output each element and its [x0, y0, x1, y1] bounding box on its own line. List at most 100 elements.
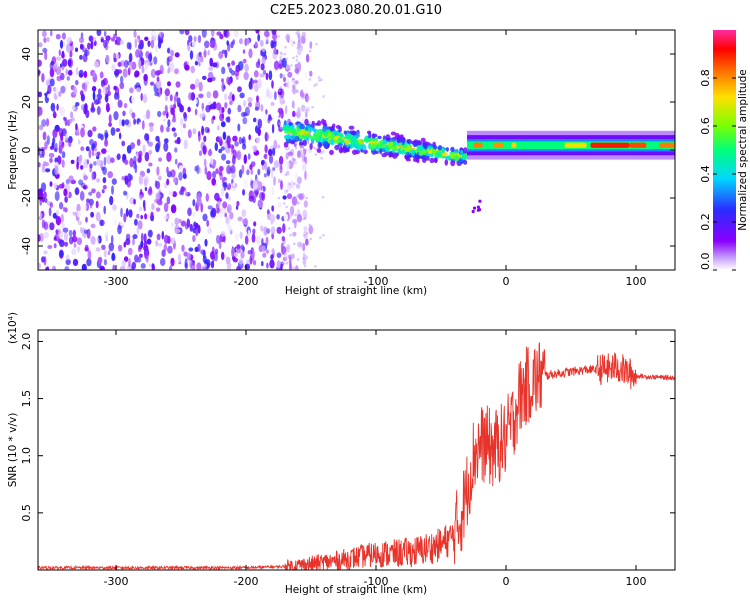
spectrogram-cell	[273, 60, 280, 70]
spectrogram-cell	[308, 49, 312, 53]
spectrogram-cell	[58, 49, 61, 56]
spectrogram-cell	[317, 141, 322, 149]
spectrogram-cell	[131, 112, 136, 119]
spectrogram-cell	[181, 244, 185, 252]
spectrogram-cell	[102, 85, 106, 94]
spectrogram-cell	[330, 138, 335, 146]
spectrogram-cell	[253, 70, 259, 78]
spectrogram-cell	[222, 182, 228, 188]
spectrogram-cell	[304, 118, 309, 126]
spectrogram-cell	[184, 30, 190, 36]
spectrogram-cell	[178, 253, 181, 262]
spectrogram-cell	[234, 141, 239, 147]
spectrogram-cell	[45, 168, 51, 173]
spectrogram-cell	[146, 109, 151, 120]
spectrogram-cell	[406, 154, 413, 158]
spectrogram-cell	[123, 241, 127, 248]
spectrogram-cell	[133, 198, 136, 205]
spectrogram-cell	[302, 259, 307, 265]
spectrogram-cell	[167, 119, 171, 128]
spectrogram-cell	[237, 86, 242, 93]
spectrogram-cell	[390, 131, 397, 136]
spectrogram-cell	[286, 193, 293, 200]
spectrogram-cell	[198, 132, 201, 142]
spectrogram-cell	[70, 111, 74, 119]
spectrogram-cell	[206, 170, 212, 181]
spectrogram-cell	[84, 49, 90, 57]
spectrogram-cell	[69, 50, 73, 58]
spectrogram-cell	[302, 84, 308, 94]
spectrogram-cell	[242, 143, 247, 150]
spectrogram-cell	[375, 151, 379, 154]
spectrogram-cell	[198, 51, 202, 58]
spectrogram-cell	[105, 54, 110, 64]
spectrogram-cell	[454, 155, 460, 162]
spectrogram-cell	[113, 85, 118, 91]
spectrogram-cell	[59, 39, 64, 49]
spectrogram-cell	[78, 37, 85, 43]
spectrogram-cell	[296, 201, 299, 204]
spectrogram-cell	[293, 182, 296, 186]
spectrogram-cell	[207, 71, 214, 79]
spectrogram-cell	[281, 236, 285, 242]
spectrogram-cell	[134, 254, 139, 263]
carrier-hot-segment	[659, 142, 675, 148]
spectrogram-cell	[202, 75, 207, 80]
spectrogram-cell	[129, 157, 134, 168]
spectrogram-cell	[107, 250, 111, 256]
spectrogram-cell	[38, 262, 41, 269]
spectrogram-cell	[293, 242, 296, 246]
spectrogram-cell	[103, 259, 107, 266]
spectrogram-cell	[85, 146, 90, 152]
spectrogram-cell	[119, 221, 124, 227]
spectrogram-cell	[273, 139, 278, 150]
spectrogram-cell	[278, 122, 282, 125]
spectrogram-cell	[38, 59, 42, 67]
spectrogram-cell	[222, 131, 227, 140]
spectrogram-cell	[237, 104, 242, 113]
spectrogram-cell	[144, 133, 150, 141]
colorbar	[713, 30, 736, 270]
x-tick-label: -200	[234, 275, 259, 288]
spectrogram-cell	[282, 100, 286, 104]
spectrogram-cell	[286, 80, 290, 89]
spectrogram-cell	[49, 222, 55, 231]
spectrogram-cell	[61, 159, 65, 168]
spectrogram-cell	[301, 37, 306, 45]
spectrogram-cell	[246, 38, 250, 45]
spectrogram-cell	[72, 247, 76, 256]
spectrogram-cell	[463, 147, 468, 154]
spectrogram-cell	[140, 215, 143, 220]
spectrogram-cell	[264, 144, 268, 154]
spectrogram-cell	[429, 157, 435, 164]
spectrogram-cell	[230, 70, 235, 76]
spectrogram-cell	[280, 242, 284, 250]
spectrogram-cell	[46, 135, 50, 145]
spectrogram-cell	[157, 200, 163, 206]
carrier-hot-segment	[564, 142, 587, 148]
spectrogram-cell	[174, 158, 178, 165]
spectrogram-cell	[248, 134, 251, 141]
spectrogram-cell	[312, 128, 316, 132]
spectrogram-cell	[248, 48, 253, 59]
spectrogram-cell	[167, 235, 171, 244]
spectrogram-cell	[48, 207, 52, 217]
spectrogram-cell	[271, 248, 275, 254]
spectrogram-cell	[61, 151, 66, 159]
spectrogram-cell	[421, 155, 427, 159]
spectrogram-cell	[188, 247, 194, 252]
spectrogram-cell	[78, 139, 81, 145]
spectrogram-cell	[74, 47, 79, 53]
spectrogram-cell	[149, 263, 152, 268]
spectrogram-cell	[322, 150, 325, 153]
spectrogram-cell	[235, 205, 239, 210]
spectrogram-cell	[271, 80, 274, 89]
spectrogram-cell	[223, 30, 228, 38]
spectrogram-cell	[59, 250, 64, 257]
spectrogram-cell	[207, 128, 210, 133]
spectrogram-cell	[68, 229, 73, 237]
spectrogram-cell	[124, 175, 129, 185]
spectrogram-cell	[170, 204, 177, 214]
spectrogram-cell	[219, 113, 225, 122]
spectrogram-cell	[364, 137, 369, 143]
